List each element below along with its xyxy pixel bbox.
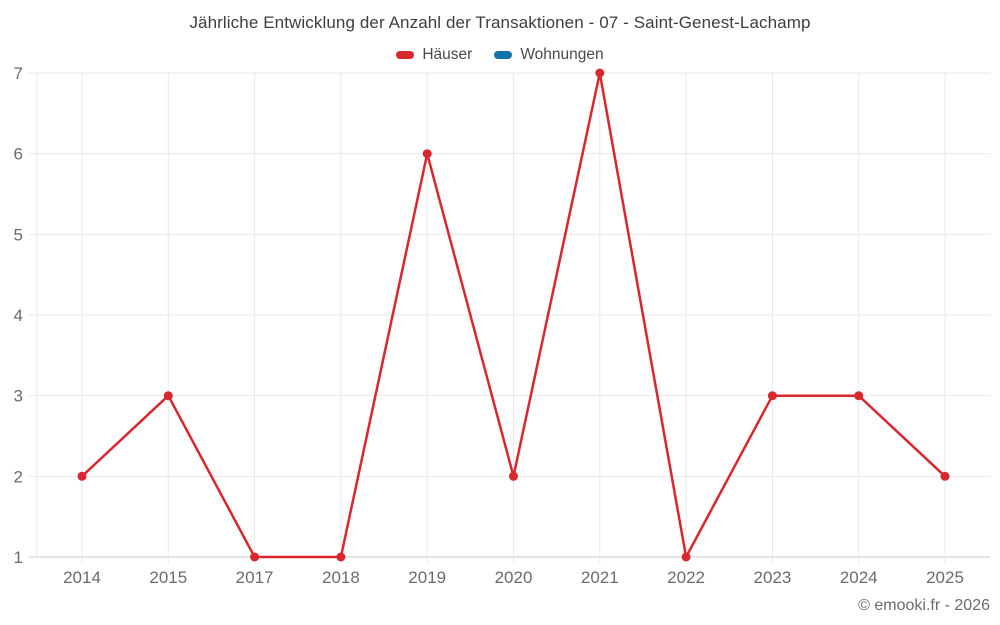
y-tick-label-3: 3 [14, 387, 23, 406]
data-point-Häuser-2025 [940, 471, 950, 481]
legend-label-haeuser: Häuser [422, 46, 473, 63]
data-point-Häuser-2020 [509, 471, 518, 481]
data-point-Häuser-2021 [595, 68, 605, 78]
x-tick-label-2025: 2025 [926, 568, 964, 587]
legend-swatch-wohnungen-icon [494, 51, 513, 59]
y-tick-label-4: 4 [14, 306, 23, 325]
x-tick-label-2014: 2014 [63, 568, 101, 587]
chart-title: Jährliche Entwicklung der Anzahl der Tra… [189, 13, 811, 32]
x-tick-label-2022: 2022 [667, 568, 705, 587]
legend-item-haeuser[interactable]: Häuser [396, 46, 472, 64]
data-point-Häuser-2023 [767, 391, 777, 401]
y-tick-label-1: 1 [14, 548, 23, 567]
x-tick-label-2020: 2020 [495, 568, 533, 587]
y-tick-label-6: 6 [14, 145, 23, 164]
data-point-Häuser-2014 [77, 471, 87, 481]
data-point-Häuser-2015 [163, 391, 173, 401]
x-tick-label-2018: 2018 [322, 568, 360, 587]
x-tick-label-2017: 2017 [236, 568, 274, 587]
copyright-note: © emooki.fr - 2026 [858, 597, 990, 614]
y-tick-label-2: 2 [14, 467, 23, 486]
x-tick-label-2023: 2023 [753, 568, 791, 587]
x-tick-label-2021: 2021 [581, 568, 619, 587]
x-tick-label-2019: 2019 [408, 568, 446, 587]
x-tick-label-2015: 2015 [149, 568, 187, 587]
data-point-Häuser-2017 [250, 552, 260, 562]
data-point-Häuser-2018 [336, 552, 346, 562]
legend-item-wohnungen[interactable]: Wohnungen [494, 46, 604, 64]
data-point-Häuser-2022 [681, 552, 691, 562]
legend-label-wohnungen: Wohnungen [520, 46, 604, 63]
x-tick-label-2024: 2024 [840, 568, 878, 587]
legend-swatch-haeuser-icon [396, 51, 415, 59]
y-tick-label-7: 7 [14, 64, 23, 83]
data-point-Häuser-2024 [854, 391, 864, 401]
data-point-Häuser-2019 [422, 149, 432, 159]
y-tick-label-5: 5 [14, 225, 23, 244]
chart-legend: Häuser Wohnungen [0, 46, 1000, 64]
